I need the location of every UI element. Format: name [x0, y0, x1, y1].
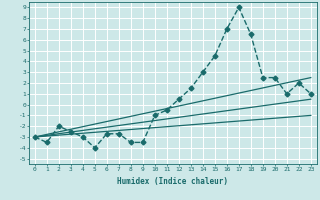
X-axis label: Humidex (Indice chaleur): Humidex (Indice chaleur): [117, 177, 228, 186]
